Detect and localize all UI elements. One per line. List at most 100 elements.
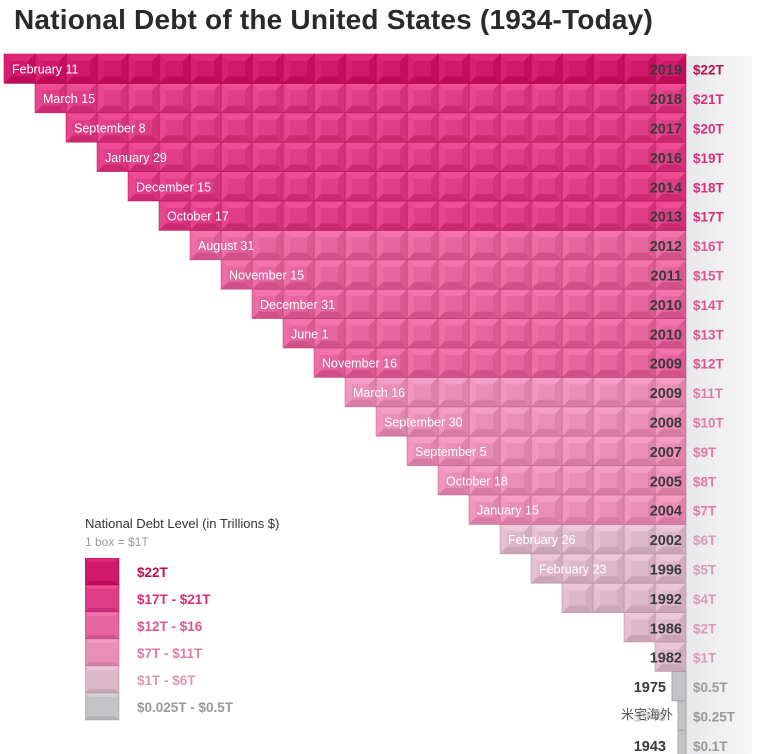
debt-cell (344, 347, 377, 378)
debt-cell (623, 288, 656, 320)
debt-cell (623, 229, 656, 261)
debt-cell (375, 229, 408, 261)
debt-cell (251, 83, 284, 114)
debt-cell (592, 229, 625, 261)
debt-cell (282, 229, 315, 261)
debt-cell (344, 376, 377, 408)
amount-label: $15T (693, 269, 725, 284)
debt-cell (220, 200, 253, 231)
debt-cell (251, 53, 284, 84)
date-label: March 16 (353, 386, 405, 400)
debt-cell (561, 141, 594, 172)
debt-cell (158, 141, 191, 172)
debt-cell (592, 259, 625, 290)
debt-cell (437, 435, 470, 467)
debt-cell (530, 465, 563, 496)
debt-cell (654, 112, 687, 143)
debt-cell (468, 141, 501, 172)
amount-label: $12T (693, 357, 725, 372)
legend-label: $0.025T - $0.5T (137, 700, 234, 715)
debt-cell (499, 83, 532, 114)
debt-cell (220, 112, 253, 143)
debt-cell (561, 229, 594, 261)
debt-cell (654, 524, 687, 555)
debt-cell (561, 347, 594, 378)
debt-cell (313, 200, 346, 231)
amount-label: $16T (693, 239, 725, 254)
debt-cell (344, 53, 377, 84)
debt-cell (530, 406, 563, 437)
debt-cell (623, 200, 656, 231)
debt-cell (251, 112, 284, 143)
debt-cell (96, 83, 129, 114)
debt-cell (499, 524, 532, 555)
debt-cell (592, 582, 625, 614)
debt-cell (654, 553, 687, 584)
year-label: 2009 (650, 357, 682, 373)
debt-cell (313, 141, 346, 172)
year-label: 2011 (651, 269, 682, 285)
debt-cell (654, 406, 687, 437)
debt-cell (530, 83, 563, 114)
debt-cell (592, 494, 625, 525)
debt-cell (437, 406, 470, 437)
debt-cell (530, 435, 563, 467)
debt-cell (34, 83, 67, 114)
debt-cell (623, 376, 656, 408)
debt-cell (499, 288, 532, 320)
debt-cell (468, 347, 501, 378)
debt-cell (313, 318, 346, 349)
debt-cell (623, 524, 656, 555)
debt-cell (375, 347, 408, 378)
debt-cell (344, 200, 377, 231)
debt-cell (623, 112, 656, 143)
legend-swatch (85, 558, 120, 586)
debt-cell (251, 288, 284, 320)
debt-cell (189, 83, 222, 114)
debt-cell (530, 53, 563, 84)
debt-cell (406, 83, 439, 114)
year-label: 2004 (650, 504, 682, 520)
debt-cell (623, 259, 656, 290)
debt-cell (654, 53, 687, 84)
debt-cell (468, 465, 501, 496)
debt-cell (592, 406, 625, 437)
debt-cell (561, 582, 594, 614)
debt-cell (654, 259, 687, 290)
debt-cell (530, 259, 563, 290)
date-label: November 16 (322, 357, 397, 371)
debt-cell (65, 53, 98, 84)
date-label: December 15 (136, 180, 211, 194)
year-label: 2008 (650, 416, 682, 432)
debt-cell (468, 112, 501, 143)
debt-cell (592, 171, 625, 202)
year-label: 2009 (650, 386, 682, 402)
debt-cell (561, 200, 594, 231)
debt-cell (220, 229, 253, 261)
legend-swatch (85, 611, 120, 640)
debt-cell (406, 53, 439, 84)
year-label: 2007 (650, 445, 682, 461)
debt-cell (561, 83, 594, 114)
debt-cell (468, 494, 501, 525)
debt-cell (561, 465, 594, 496)
debt-cell (499, 141, 532, 172)
chart-title: National Debt of the United States (1934… (14, 4, 653, 35)
debt-cell (437, 347, 470, 378)
debt-cell (375, 259, 408, 290)
amount-label: $17T (693, 210, 725, 225)
debt-cell (282, 171, 315, 202)
debt-cell (561, 53, 594, 84)
debt-cell (437, 318, 470, 349)
year-label: 1943 (634, 739, 666, 754)
year-label: 2010 (650, 327, 682, 343)
debt-cell (375, 53, 408, 84)
debt-cell (189, 200, 222, 231)
debt-cell (96, 112, 129, 143)
debt-cell (406, 347, 439, 378)
debt-cell (654, 612, 687, 643)
date-label: November 15 (229, 269, 304, 283)
legend-label: $1T - $6T (137, 673, 196, 688)
amount-label: $13T (693, 327, 725, 342)
debt-cell (468, 53, 501, 84)
